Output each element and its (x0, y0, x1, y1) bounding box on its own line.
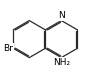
Text: Br: Br (3, 44, 13, 53)
Text: NH₂: NH₂ (53, 58, 70, 67)
Text: N: N (58, 11, 65, 20)
